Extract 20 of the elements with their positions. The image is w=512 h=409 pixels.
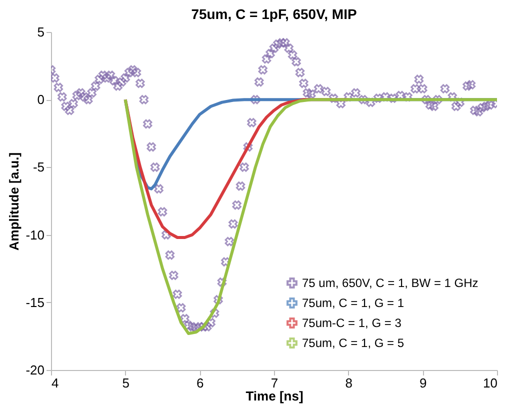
x-tick-label: 6 [196, 376, 204, 390]
legend-label: 75um, C = 1, G = 1 [302, 296, 404, 310]
x-tick-label: 8 [345, 376, 352, 390]
legend-label: 75um-C = 1, G = 3 [302, 316, 402, 330]
y-tick-label: -20 [26, 362, 44, 378]
x-tick-label: 5 [122, 376, 130, 390]
x-tick-label: 4 [52, 376, 59, 390]
x-tick-label: 10 [483, 376, 498, 390]
y-tick-label: -5 [32, 160, 44, 175]
x-tick-label: 9 [420, 376, 427, 390]
y-tick-label: 0 [37, 92, 44, 108]
y-tick-label: 5 [37, 24, 44, 40]
y-axis-title: Amplitude [a.u.] [6, 152, 22, 251]
y-tick-label: -15 [26, 294, 44, 310]
chart-title: 75um, C = 1pF, 650V, MIP [191, 6, 357, 22]
y-tick-label: -10 [26, 227, 44, 242]
x-tick-label: 7 [270, 376, 278, 390]
legend-label: 75 um, 650V, C = 1, BW = 1 GHz [302, 276, 478, 290]
legend-label: 75um, C = 1, G = 5 [302, 336, 404, 350]
x-axis-title: Time [ns] [246, 388, 304, 404]
